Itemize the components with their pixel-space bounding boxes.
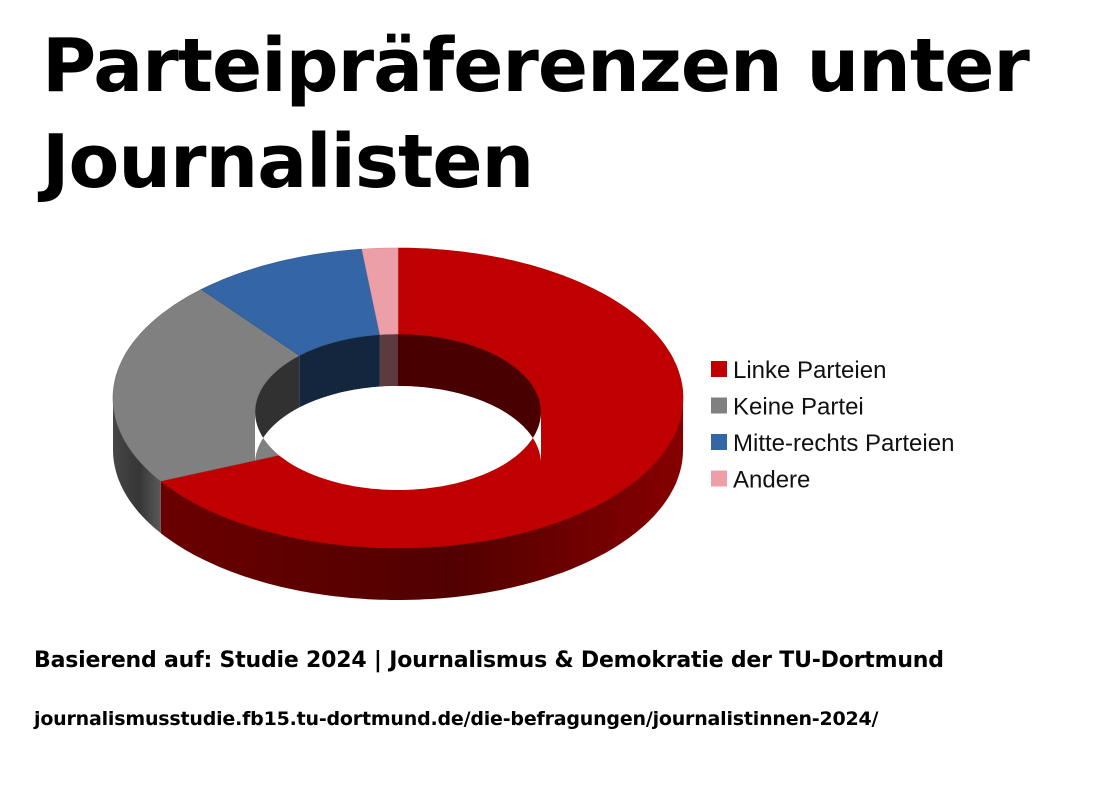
title-line-2: Journalisten	[42, 119, 534, 205]
chart-legend: Linke Parteien Keine Partei Mitte-rechts P…	[711, 357, 954, 494]
legend-label-2: Mitte-rechts Parteien	[733, 430, 954, 457]
inner-wall-2	[299, 334, 380, 408]
source-url[interactable]: journalismusstudie.fb15.tu-dortmund.de/d…	[34, 708, 879, 730]
legend-label-1: Keine Partei	[733, 394, 864, 421]
title-line-1: Parteipräferenzen unter	[42, 23, 1030, 109]
legend-swatch-3	[711, 470, 727, 487]
legend-label-0: Linke Parteien	[733, 357, 886, 384]
source-note: Basierend auf: Studie 2024 | Journalismu…	[34, 648, 944, 673]
legend-swatch-0	[711, 361, 727, 377]
legend-swatch-2	[711, 434, 727, 450]
donut-hole	[255, 386, 541, 490]
legend-swatch-1	[711, 397, 727, 414]
legend-label-3: Andere	[733, 467, 810, 494]
inner-wall-3	[379, 334, 398, 387]
outer-wall-0	[160, 398, 683, 600]
page-title: Parteipräferenzen unter Journalisten	[42, 18, 1082, 210]
outer-wall-1	[113, 398, 161, 534]
chart-slices	[112, 247, 684, 600]
inner-wall-1	[255, 355, 300, 464]
slice-andere	[361, 247, 399, 335]
inner-wall-0	[398, 334, 541, 464]
